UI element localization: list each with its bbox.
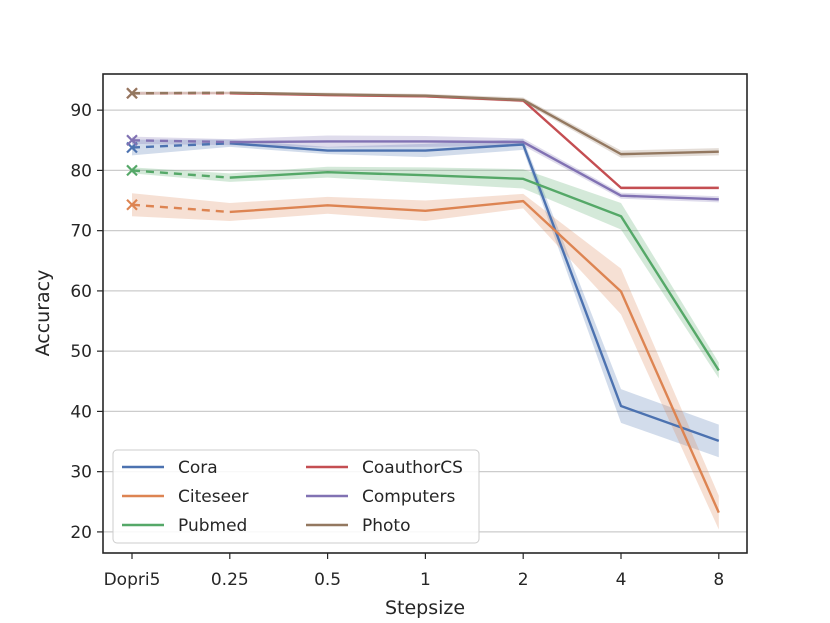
legend: Cora Citeseer Pubmed CoauthorCS Computers Pho…	[112, 449, 480, 544]
cora-line	[229, 142, 720, 443]
citeseer-dashed-segment	[131, 203, 230, 214]
series-lines	[126, 87, 720, 514]
y-tick-label-90: 90	[70, 101, 92, 121]
cora-dashed-segment	[131, 142, 230, 149]
citeseer-line	[229, 199, 720, 514]
legend-label-citeseer: Citeseer	[178, 487, 248, 507]
computers-dashed-segment	[131, 139, 230, 144]
y-tick-label-70: 70	[70, 222, 92, 242]
legend-label-coauthorcs: CoauthorCS	[362, 458, 463, 478]
legend-label-pubmed: Pubmed	[178, 516, 247, 536]
cora-confidence-band	[132, 139, 719, 458]
computers-line	[229, 140, 719, 201]
axis-ticks: 20 30 40 50 60 70 80 90 Dopri5 0.25 0.5 1 2 4 8	[70, 101, 724, 590]
photo-dashed-segment	[131, 91, 230, 95]
pubmed-line	[229, 171, 720, 372]
legend-label-photo: Photo	[362, 516, 411, 536]
photo-line	[229, 91, 719, 156]
y-tick-label-80: 80	[70, 161, 92, 181]
y-tick-label-50: 50	[70, 342, 92, 362]
x-tick-label-dopri5: Dopri5	[104, 570, 161, 590]
legend-box	[112, 449, 480, 544]
computers-dopri5-marker	[126, 134, 138, 147]
x-tick-label-2: 2	[518, 570, 529, 590]
x-tick-label-0-5: 0.5	[314, 570, 341, 590]
x-axis-label: Stepsize	[385, 597, 465, 619]
pubmed-dashed-segment	[131, 169, 230, 179]
x-tick-label-4: 4	[616, 570, 627, 590]
legend-label-cora: Cora	[178, 458, 218, 478]
y-tick-label-30: 30	[70, 463, 92, 483]
y-tick-label-20: 20	[70, 523, 92, 543]
x-tick-label-1: 1	[420, 570, 431, 590]
legend-label-computers: Computers	[362, 487, 456, 507]
y-tick-label-60: 60	[70, 282, 92, 302]
y-axis-label: Accuracy	[32, 270, 54, 357]
x-tick-label-0-25: 0.25	[211, 570, 249, 590]
pubmed-dopri5-marker	[126, 164, 138, 177]
x-tick-label-8: 8	[713, 570, 724, 590]
photo-dopri5-marker	[126, 87, 138, 100]
citeseer-dopri5-marker	[126, 198, 138, 211]
y-tick-label-40: 40	[70, 402, 92, 422]
photo-confidence-band	[132, 91, 719, 158]
